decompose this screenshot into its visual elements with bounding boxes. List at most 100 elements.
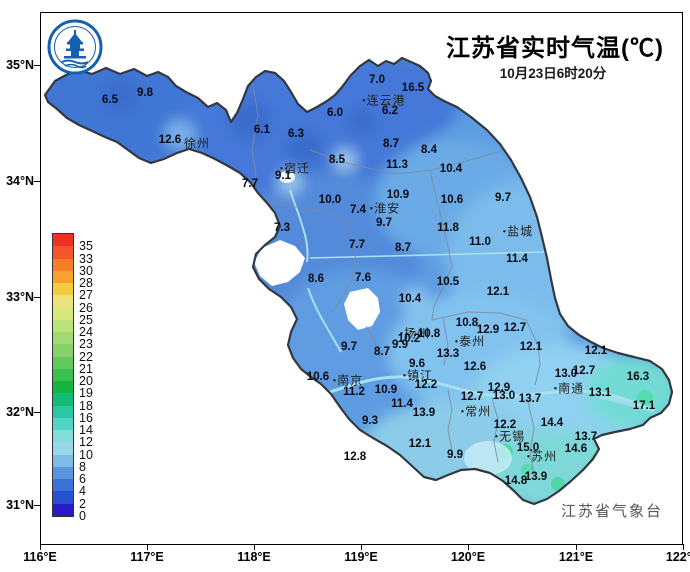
temp-label: 6.5	[102, 94, 118, 106]
city-dot-icon: •	[399, 328, 404, 339]
temp-label: 13.9	[412, 407, 436, 419]
y-tick-mark	[34, 411, 40, 413]
legend-cell	[53, 393, 73, 406]
temp-label: 11.3	[386, 159, 408, 171]
temp-label: 9.9	[392, 339, 408, 351]
temp-label: 10.4	[398, 293, 422, 305]
legend-cell	[53, 283, 73, 296]
temp-label: 8.5	[329, 154, 345, 166]
temp-label: 9.8	[137, 87, 153, 99]
legend-value: 21	[79, 361, 93, 376]
x-tick-mark	[253, 544, 255, 550]
x-tick-label: 120°E	[450, 550, 486, 564]
temp-label: 8.7	[395, 242, 411, 254]
temp-label: 6.3	[288, 128, 304, 140]
temp-label: 11.0	[469, 236, 491, 248]
x-tick-mark	[682, 544, 684, 550]
temp-label: 14.6	[564, 443, 588, 455]
y-tick-label: 32°N	[6, 405, 34, 419]
agency-credit: 江苏省气象台	[560, 503, 663, 520]
legend-value: 2	[79, 496, 86, 511]
temp-label: 7.0	[369, 74, 385, 86]
x-tick-label: 122°E	[665, 550, 690, 564]
legend-value: 25	[79, 312, 93, 327]
x-tick-label: 117°E	[130, 550, 164, 564]
city-label: •泰州	[454, 334, 486, 349]
legend-value: 14	[79, 423, 93, 438]
x-tick-mark	[575, 544, 577, 550]
city-label: •镇江	[402, 368, 434, 383]
temp-label: 9.6	[409, 358, 425, 370]
legend-value: 12	[79, 435, 93, 450]
legend-cell	[53, 246, 73, 259]
temp-label: 12.2	[414, 379, 438, 391]
temp-label: 8.7	[383, 138, 399, 150]
temp-label: 16.5	[401, 82, 425, 94]
city-label: •宿迁	[279, 161, 311, 176]
temp-label: 12.9	[487, 382, 511, 394]
legend-value: 26	[79, 300, 93, 315]
legend-cell	[53, 332, 73, 345]
legend-cell	[53, 430, 73, 443]
temp-label: 8.6	[308, 273, 324, 285]
legend-cell	[53, 270, 73, 283]
temp-label: 17.1	[632, 400, 656, 412]
temp-label: 6.0	[327, 107, 343, 119]
y-tick-mark	[34, 180, 40, 182]
temp-label: 10.6	[306, 371, 330, 383]
legend-cell	[53, 503, 73, 516]
city-dot-icon: •	[502, 226, 507, 237]
y-tick-label: 33°N	[6, 290, 34, 304]
legend-cell	[53, 234, 73, 247]
temp-label: 7.3	[274, 222, 290, 234]
prefecture-boundaries	[249, 79, 541, 476]
temp-label: 15.0	[516, 442, 540, 454]
city-label: 徐州	[183, 136, 211, 151]
city-label: •南通	[553, 381, 585, 396]
temp-label: 9.7	[341, 341, 357, 353]
temp-label: 9.1	[275, 170, 291, 182]
temp-label: 9.3	[362, 415, 378, 427]
temp-label: 7.7	[242, 178, 258, 190]
temp-label: 10.8	[417, 328, 441, 340]
city-label: •淮安	[369, 201, 401, 216]
temp-label: 13.7	[518, 393, 542, 405]
lake-tai	[464, 441, 512, 475]
map-subtitle: 10月23日6时20分	[499, 66, 607, 81]
temp-label: 12.7	[572, 365, 596, 377]
legend-cell	[53, 307, 73, 320]
legend-cell	[53, 356, 73, 369]
temp-label: 10.5	[436, 276, 460, 288]
legend-value: 20	[79, 374, 93, 389]
legend-value: 27	[79, 288, 93, 303]
temp-label: 14.4	[540, 417, 564, 429]
city-dot-icon: •	[494, 431, 499, 442]
rivers	[289, 189, 656, 413]
temp-label: 10.9	[386, 189, 410, 201]
legend-value: 6	[79, 472, 86, 487]
legend-cell	[53, 442, 73, 455]
temp-label: 8.4	[421, 144, 437, 156]
legend-value: 28	[79, 276, 93, 291]
lakes	[254, 171, 512, 475]
temp-label: 11.2	[343, 386, 365, 398]
legend-cell	[53, 344, 73, 357]
temp-label: 13.0	[492, 390, 516, 402]
temp-label: 11.4	[506, 253, 528, 265]
legend-value: 33	[79, 251, 93, 266]
temp-label: 9.7	[495, 192, 511, 204]
legend-cell	[53, 454, 73, 467]
temp-label: 12.1	[408, 438, 432, 450]
y-tick-mark	[34, 64, 40, 66]
temp-label: 12.1	[584, 345, 608, 357]
legend-value: 35	[79, 239, 93, 254]
temp-label: 10.0	[318, 194, 342, 206]
legend-value: 22	[79, 349, 93, 364]
legend-color-bar	[52, 233, 74, 517]
temp-label: 7.7	[349, 239, 365, 251]
temp-label: 9.7	[376, 217, 392, 229]
legend-cell	[53, 405, 73, 418]
temp-label: 12.7	[460, 391, 484, 403]
